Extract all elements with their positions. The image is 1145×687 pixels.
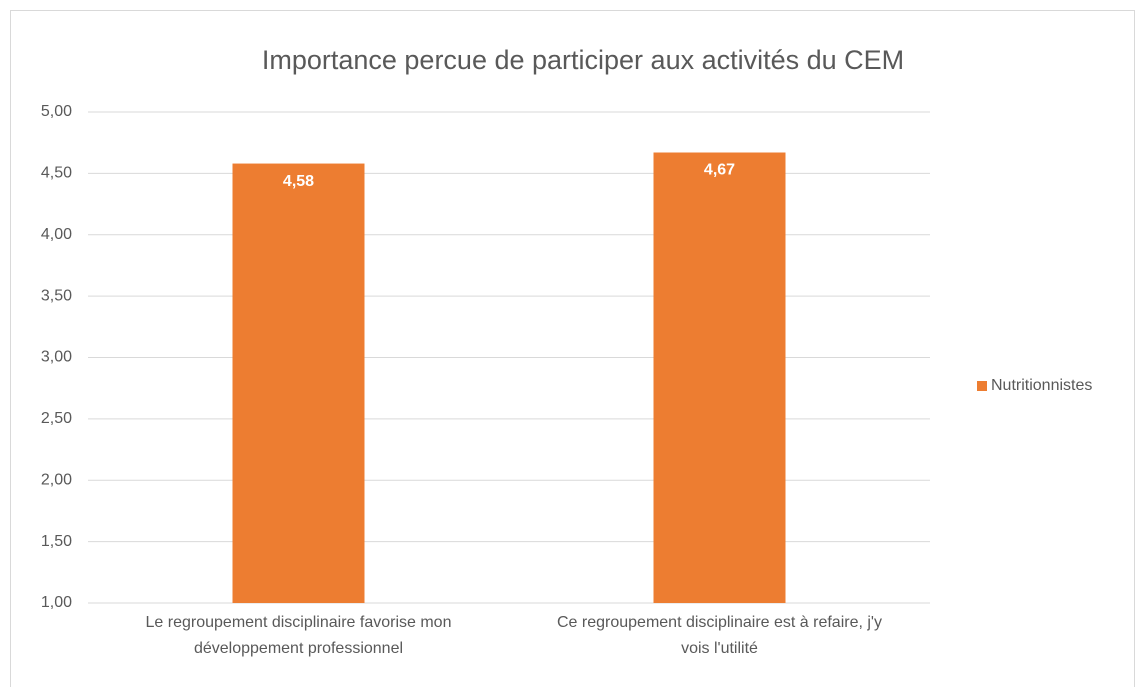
- y-tick-label: 3,00: [41, 349, 72, 366]
- legend-swatch: [977, 381, 987, 391]
- chart-title: Importance percue de participer aux acti…: [262, 45, 904, 75]
- chart-border: [10, 10, 1135, 687]
- y-tick-label: 2,00: [41, 471, 72, 488]
- y-tick-label: 4,50: [41, 165, 72, 182]
- data-label: 4,58: [283, 173, 314, 190]
- x-tick-label: Ce regroupement disciplinaire est à refa…: [557, 614, 882, 657]
- y-tick-label: 1,50: [41, 533, 72, 550]
- data-label: 4,67: [704, 162, 735, 179]
- y-tick-label: 3,50: [41, 287, 72, 304]
- y-tick-label: 2,50: [41, 410, 72, 427]
- bar: [232, 163, 365, 603]
- x-tick-label: Le regroupement disciplinaire favorise m…: [145, 614, 452, 657]
- legend-label: Nutritionnistes: [991, 377, 1092, 394]
- y-tick-label: 5,00: [41, 103, 72, 120]
- y-tick-label: 1,00: [41, 594, 72, 611]
- y-tick-label: 4,00: [41, 226, 72, 243]
- bar: [653, 152, 786, 603]
